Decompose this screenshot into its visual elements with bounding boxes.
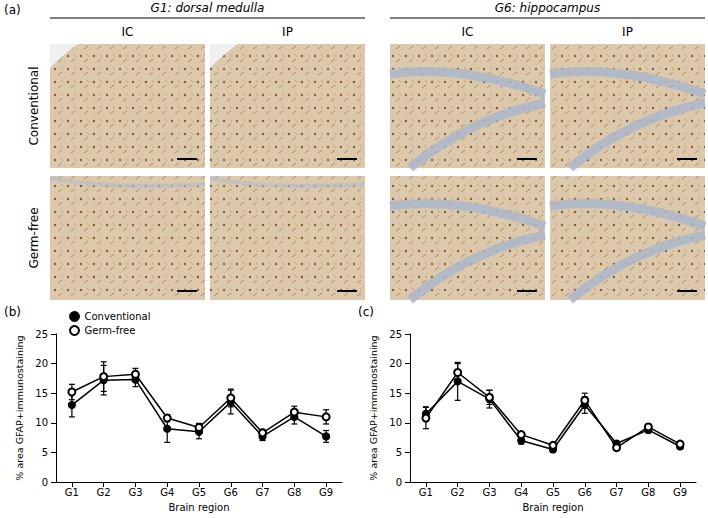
svg-text:10: 10: [35, 417, 48, 428]
svg-text:G1: G1: [65, 487, 79, 498]
svg-text:0: 0: [396, 477, 402, 488]
svg-text:G2: G2: [451, 487, 465, 498]
svg-text:% area GFAP+immunostaining: % area GFAP+immunostaining: [368, 335, 379, 480]
svg-text:IP: IP: [282, 25, 293, 39]
svg-text:5: 5: [396, 447, 402, 458]
svg-text:20: 20: [389, 358, 402, 369]
svg-text:15: 15: [389, 388, 402, 399]
svg-text:G1: G1: [419, 487, 433, 498]
svg-text:G3: G3: [482, 487, 496, 498]
svg-text:G8: G8: [287, 487, 301, 498]
svg-text:G7: G7: [609, 487, 623, 498]
svg-text:G5: G5: [192, 487, 206, 498]
svg-text:G9: G9: [319, 487, 333, 498]
svg-text:Conventional: Conventional: [85, 311, 151, 322]
svg-text:G4: G4: [160, 487, 174, 498]
svg-text:10: 10: [389, 417, 402, 428]
svg-text:G6: hippocampus: G6: hippocampus: [495, 1, 600, 15]
svg-text:5: 5: [42, 447, 48, 458]
svg-text:Brain region: Brain region: [522, 502, 583, 513]
svg-text:(a): (a): [4, 3, 21, 17]
svg-text:G2: G2: [97, 487, 111, 498]
svg-text:(c): (c): [358, 305, 374, 319]
svg-text:IC: IC: [462, 25, 474, 39]
svg-text:G5: G5: [546, 487, 560, 498]
svg-text:Germ-free: Germ-free: [85, 325, 136, 336]
svg-text:IC: IC: [122, 25, 134, 39]
svg-text:Brain region: Brain region: [168, 502, 229, 513]
svg-text:G6: G6: [224, 487, 238, 498]
svg-text:0: 0: [42, 477, 48, 488]
svg-text:15: 15: [35, 388, 48, 399]
svg-text:25: 25: [389, 329, 402, 340]
svg-text:25: 25: [35, 329, 48, 340]
svg-text:G6: G6: [578, 487, 592, 498]
svg-text:Germ-free: Germ-free: [27, 207, 41, 268]
svg-text:G1: dorsal medulla: G1: dorsal medulla: [151, 1, 265, 15]
svg-text:G3: G3: [128, 487, 142, 498]
svg-text:G4: G4: [514, 487, 528, 498]
svg-text:G8: G8: [641, 487, 655, 498]
svg-text:G9: G9: [673, 487, 687, 498]
svg-text:G7: G7: [255, 487, 269, 498]
svg-text:IP: IP: [622, 25, 633, 39]
svg-text:(b): (b): [4, 305, 21, 319]
svg-text:Conventional: Conventional: [27, 66, 41, 145]
svg-text:% area GFAP+immunostaining: % area GFAP+immunostaining: [14, 335, 25, 480]
svg-text:20: 20: [35, 358, 48, 369]
